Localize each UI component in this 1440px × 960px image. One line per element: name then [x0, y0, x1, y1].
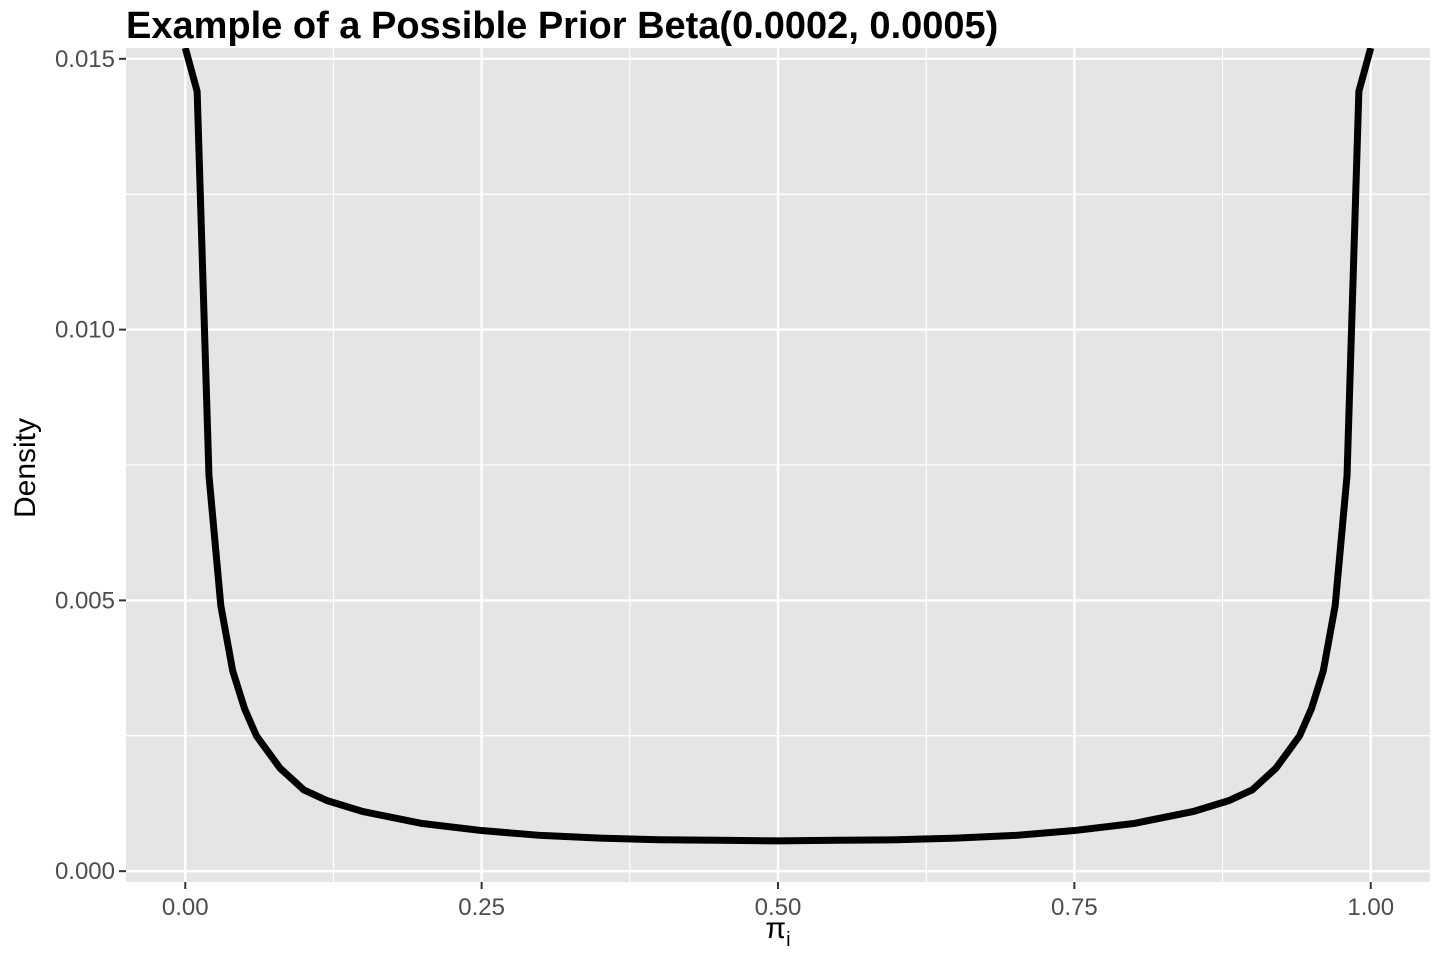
x-tick-label: 1.00: [1347, 894, 1394, 921]
y-tick-label: 0.015: [55, 46, 115, 73]
y-tick-label: 0.010: [55, 317, 115, 344]
x-tick-label: 0.25: [458, 894, 505, 921]
chart-title: Example of a Possible Prior Beta(0.0002,…: [126, 5, 998, 47]
y-tick-label: 0.005: [55, 587, 115, 614]
x-axis: 0.00 0.25 0.50 0.75 1.00: [162, 882, 1394, 921]
x-tick-label: 0.50: [755, 894, 802, 921]
major-grid: [126, 48, 1430, 882]
density-line: [181, 48, 1375, 845]
x-axis-title: πi: [765, 912, 790, 951]
x-tick-label: 0.75: [1051, 894, 1098, 921]
x-axis-title-subscript: i: [786, 929, 790, 951]
x-tick-label: 0.00: [162, 894, 209, 921]
y-axis: 0.000 0.005 0.010 0.015: [55, 46, 126, 885]
y-axis-title: Density: [9, 418, 42, 518]
y-tick-label: 0.000: [55, 858, 115, 885]
x-axis-title-base: π: [765, 912, 786, 945]
